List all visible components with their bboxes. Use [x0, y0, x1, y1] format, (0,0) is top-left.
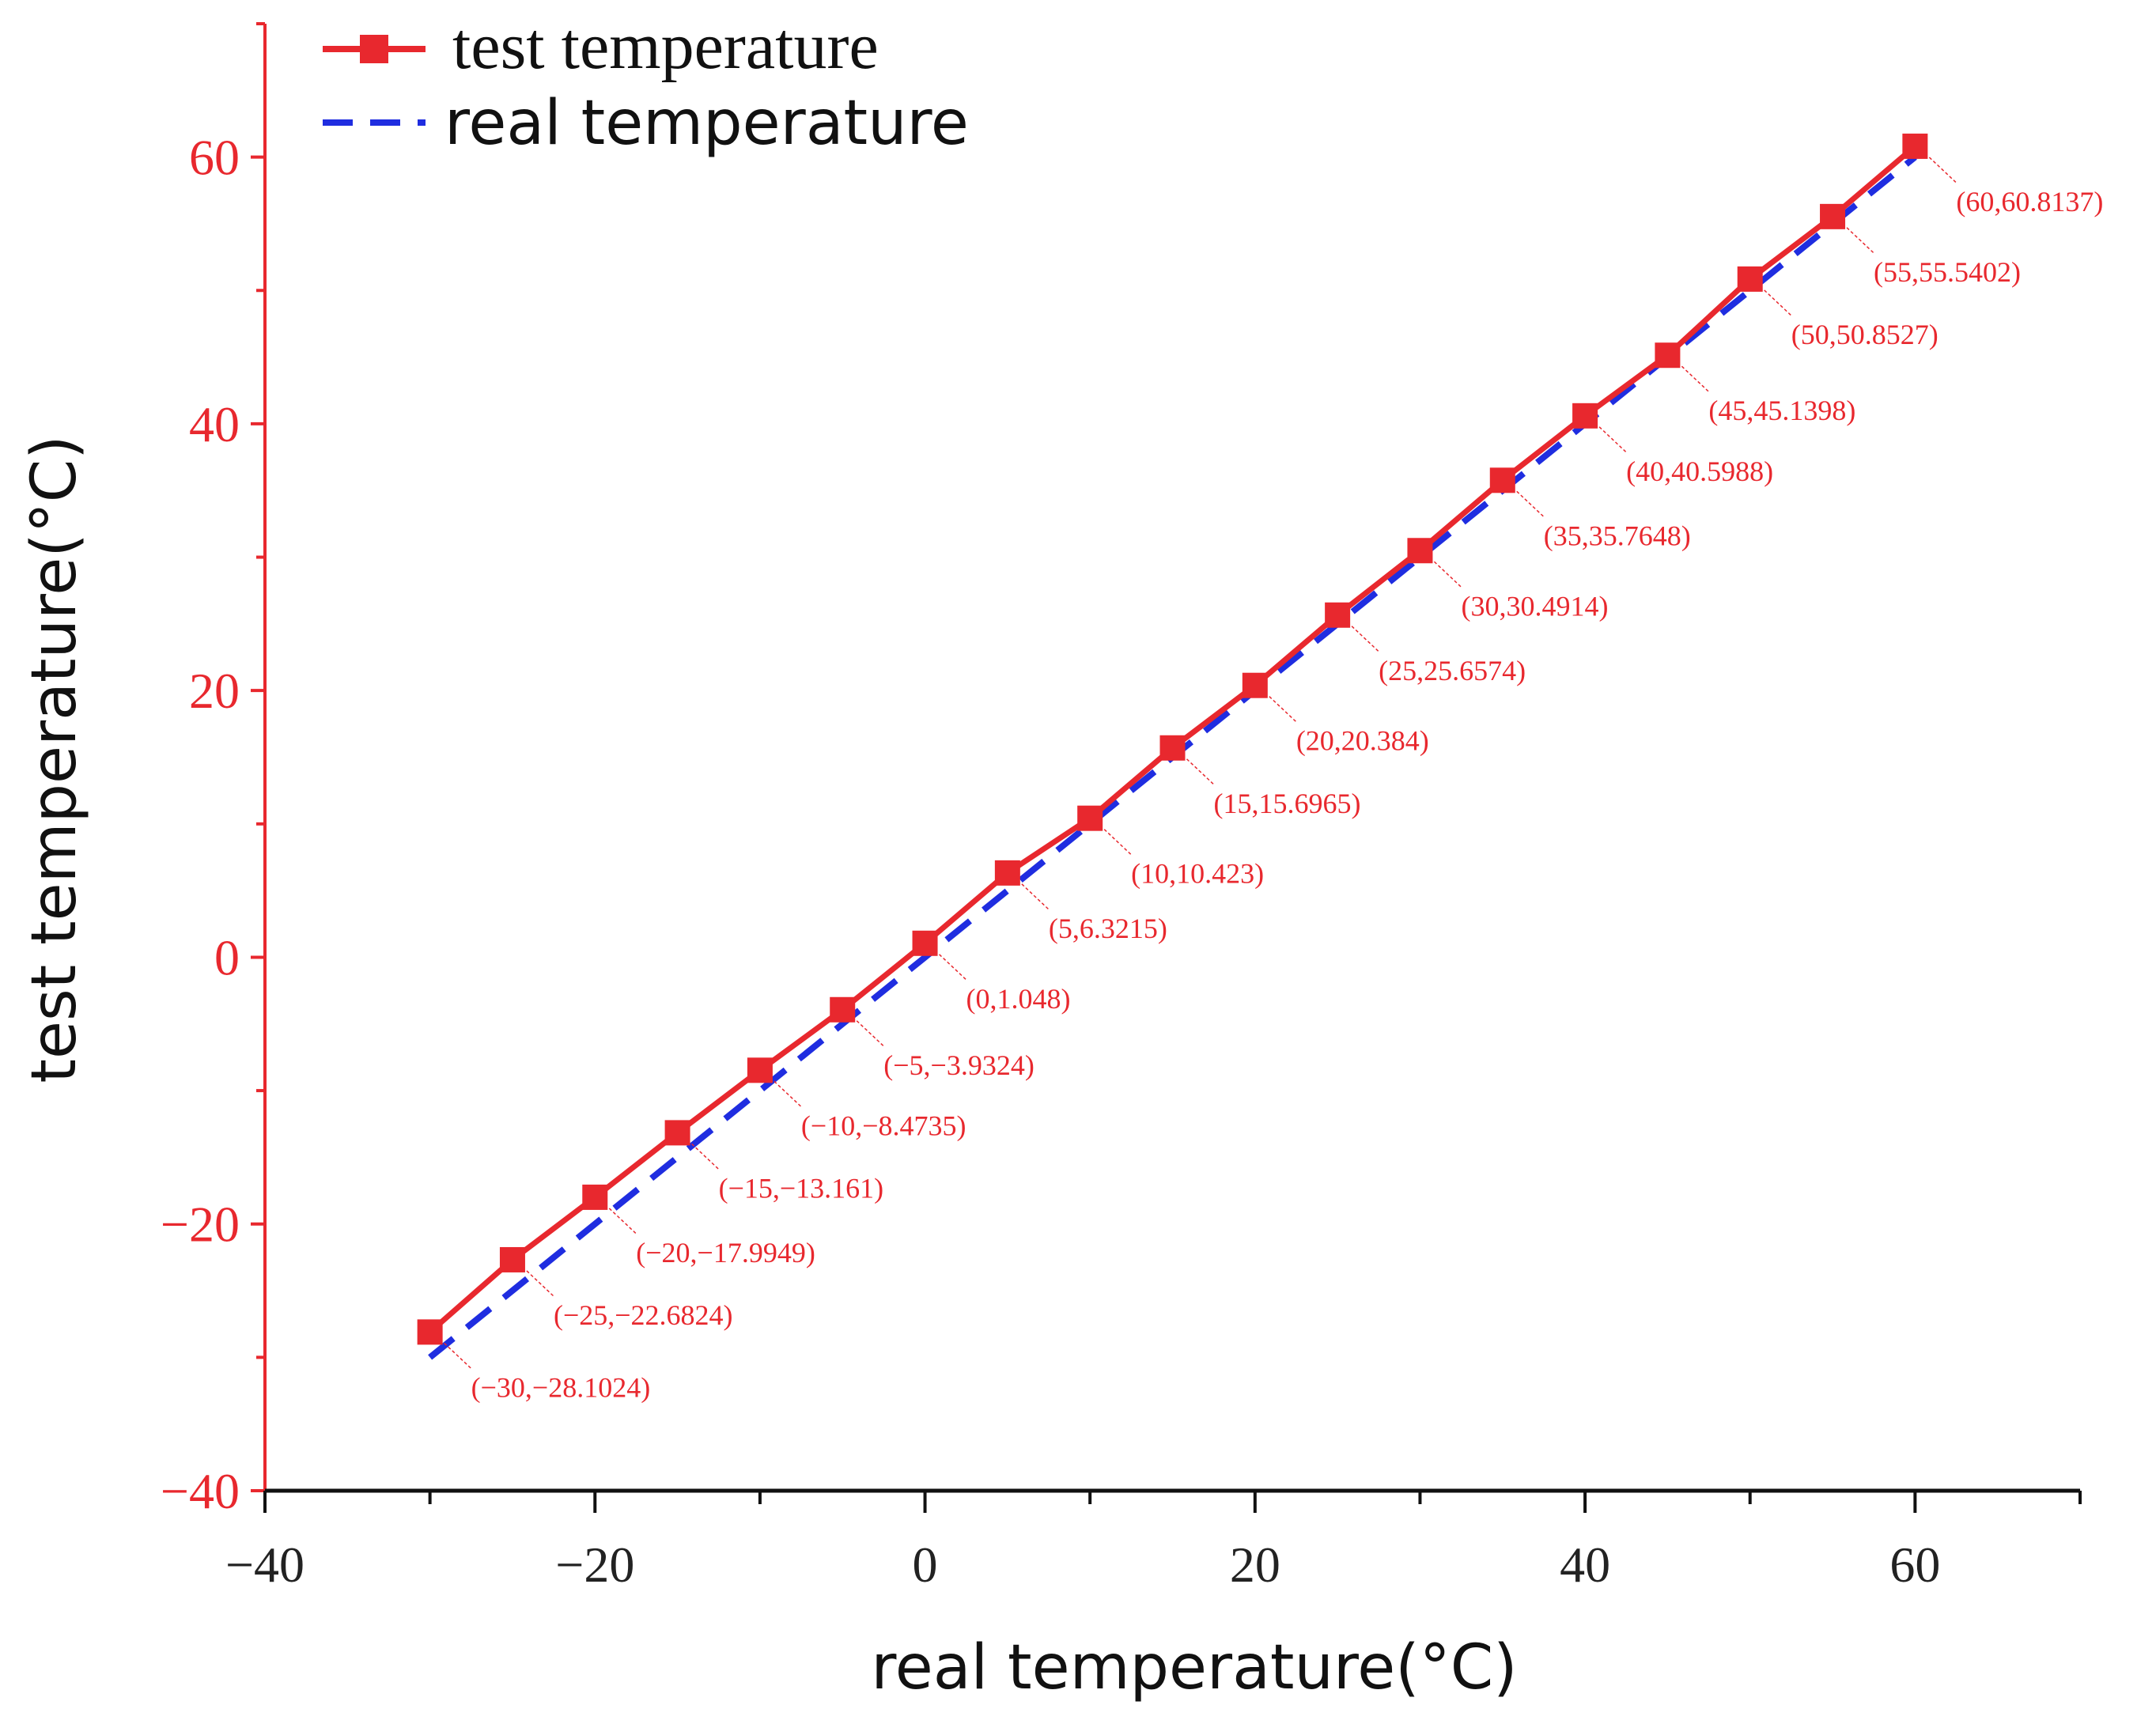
annotation-leader: [774, 1080, 802, 1107]
test-temperature-point: [747, 1057, 773, 1083]
test-temperature-point: [417, 1319, 443, 1345]
annotation-leader: [526, 1270, 554, 1297]
annotation-leader: [1433, 561, 1462, 588]
data-label: (−5,−3.9324): [883, 1049, 1035, 1081]
test-temperature-point: [1572, 403, 1598, 429]
test-temperature-point: [830, 996, 856, 1023]
annotation-leader: [608, 1208, 637, 1234]
axes: −40 −20 0 20 40 60 −40 −20 0 20 40 60: [161, 22, 2082, 1593]
annotation-leader: [444, 1342, 472, 1369]
data-label: (35,35.7648): [1544, 520, 1691, 551]
annotation-leader: [691, 1143, 720, 1170]
legend-test-label: test temperature: [452, 9, 879, 83]
test-temperature-point: [1242, 672, 1268, 698]
test-temperature-point: [1902, 133, 1928, 159]
legend-real-label: real temperature: [444, 88, 969, 159]
y-tick-label: 20: [189, 663, 240, 719]
annotation-leader: [1764, 289, 1792, 316]
test-temperature-point: [1489, 467, 1515, 493]
annotation-leader: [1269, 696, 1297, 723]
x-tick-label: −20: [555, 1537, 634, 1593]
annotation-leader: [1351, 626, 1379, 652]
data-label: (−25,−22.6824): [554, 1299, 733, 1331]
data-label: (50,50.8527): [1791, 319, 1939, 350]
data-label: (40,40.5988): [1626, 456, 1773, 487]
test-temperature-point: [664, 1120, 690, 1146]
y-tick-label: −40: [161, 1463, 240, 1519]
test-temperature-point: [1407, 538, 1433, 564]
test-temperature-point: [1077, 805, 1103, 831]
data-label: (10,10.423): [1131, 858, 1264, 890]
annotation-leader: [856, 1020, 884, 1047]
y-tick-label: −20: [161, 1197, 240, 1253]
y-axis-label: test temperature(°C): [19, 435, 90, 1083]
data-label: (25,25.6574): [1379, 655, 1526, 686]
annotation-leader: [1103, 829, 1132, 856]
test-temperature-point: [1820, 203, 1846, 229]
y-tick-label: 40: [189, 396, 240, 452]
annotation-leader: [1681, 365, 1709, 392]
test-temperature-point: [582, 1184, 608, 1210]
data-label: (−15,−13.161): [719, 1172, 884, 1204]
test-temperature-point: [912, 930, 938, 956]
data-label: (−30,−28.1024): [471, 1371, 651, 1403]
x-tick-label: −40: [225, 1537, 304, 1593]
data-annotations: (−30,−28.1024) (−25,−22.6824) (−20,−17.994…: [444, 157, 2103, 1403]
data-label: (−10,−8.4735): [801, 1110, 966, 1141]
y-tick-label: 60: [189, 130, 240, 186]
x-tick-label: 40: [1560, 1537, 1610, 1593]
data-label: (15,15.6965): [1214, 788, 1361, 819]
x-tick-label: 60: [1889, 1537, 1940, 1593]
y-tick-label: 0: [214, 929, 240, 985]
annotation-leader: [1516, 490, 1545, 517]
annotation-leader: [1928, 157, 1957, 183]
data-label: (60,60.8137): [1956, 186, 2103, 217]
data-label: (55,55.5402): [1874, 256, 2021, 288]
test-temperature-point: [1737, 266, 1763, 292]
x-axis-label: real temperature(°C): [871, 1632, 1517, 1703]
test-temperature-point: [1159, 735, 1186, 761]
x-tick-label: 20: [1230, 1537, 1280, 1593]
annotation-leader: [1846, 227, 1874, 254]
x-tick-label: 0: [913, 1537, 938, 1593]
data-label: (5,6.3215): [1049, 913, 1167, 944]
data-label: (45,45.1398): [1708, 395, 1855, 426]
annotation-leader: [1598, 426, 1627, 453]
legend-test-marker: [360, 35, 388, 63]
annotation-leader: [1186, 758, 1215, 785]
data-label: (20,20.384): [1296, 725, 1429, 757]
data-label: (−20,−17.9949): [636, 1237, 815, 1268]
annotation-leader: [939, 954, 967, 981]
test-temperature-point: [994, 860, 1020, 886]
annotation-leader: [1021, 883, 1050, 910]
test-temperature-point: [1325, 602, 1351, 628]
data-label: (0,1.048): [966, 983, 1071, 1015]
test-temperature-point: [499, 1246, 525, 1272]
series-test-temperature: [417, 133, 1928, 1345]
data-label: (30,30.4914): [1461, 590, 1608, 622]
test-temperature-point: [1655, 342, 1681, 369]
